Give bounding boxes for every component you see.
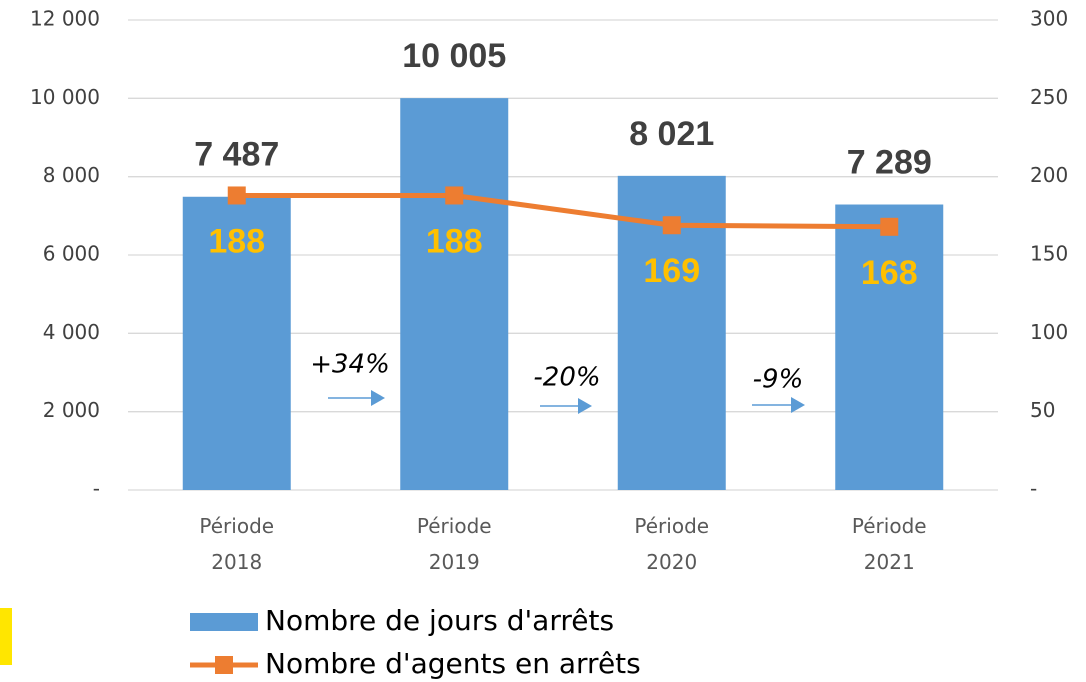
x-tick-label: Période 2021 bbox=[852, 514, 927, 574]
bar-value-label: 7 289 bbox=[847, 143, 932, 181]
y2-tick-label: 50 bbox=[1030, 398, 1055, 422]
y-tick-label: - bbox=[93, 477, 100, 501]
legend-label: Nombre de jours d'arrêts bbox=[265, 604, 614, 637]
legend-swatch bbox=[190, 613, 258, 631]
line bbox=[236, 192, 890, 230]
y-tick-label: 4 000 bbox=[43, 320, 100, 344]
legend-marker bbox=[215, 656, 233, 674]
bar-value-label: 8 021 bbox=[629, 115, 714, 153]
line-value-label: 188 bbox=[208, 222, 265, 260]
annotation-arrowhead bbox=[371, 390, 385, 406]
line-marker bbox=[445, 186, 464, 205]
x-tick-label: Période 2018 bbox=[199, 514, 274, 574]
bar-value-label: 10 005 bbox=[402, 37, 506, 75]
y-tick-label: 2 000 bbox=[43, 398, 100, 422]
x-tick-label: Période 2020 bbox=[634, 514, 709, 574]
y2-tick-label: 200 bbox=[1030, 163, 1068, 187]
y-tick-label: 6 000 bbox=[43, 242, 100, 266]
y2-tick-label: 300 bbox=[1030, 7, 1068, 31]
y2-tick-label: 150 bbox=[1030, 242, 1068, 266]
y-tick-label: 12 000 bbox=[30, 7, 100, 31]
line-value-label: 169 bbox=[643, 252, 700, 290]
line-marker bbox=[227, 186, 246, 205]
line-value-label: 188 bbox=[426, 222, 483, 260]
annotation: -9% bbox=[753, 365, 804, 395]
annotation-arrowhead bbox=[791, 397, 805, 413]
annotation: +34% bbox=[310, 350, 390, 380]
decor-bar bbox=[0, 608, 12, 665]
line-value-label: 168 bbox=[861, 254, 918, 292]
y2-tick-label: 250 bbox=[1030, 85, 1068, 109]
bar bbox=[182, 196, 291, 491]
bar-value-label: 7 487 bbox=[194, 136, 279, 174]
y-tick-label: 10 000 bbox=[30, 85, 100, 109]
line-marker bbox=[662, 216, 681, 235]
y2-tick-label: 100 bbox=[1030, 320, 1068, 344]
y-tick-label: 8 000 bbox=[43, 163, 100, 187]
bar bbox=[400, 98, 509, 490]
annotation-arrowhead bbox=[578, 398, 592, 414]
x-tick-label: Période 2019 bbox=[417, 514, 492, 574]
legend-label: Nombre d'agents en arrêts bbox=[265, 647, 641, 680]
annotation: -20% bbox=[533, 363, 600, 393]
y2-tick-label: - bbox=[1030, 477, 1037, 501]
line-marker bbox=[880, 217, 899, 236]
bar bbox=[835, 204, 944, 490]
